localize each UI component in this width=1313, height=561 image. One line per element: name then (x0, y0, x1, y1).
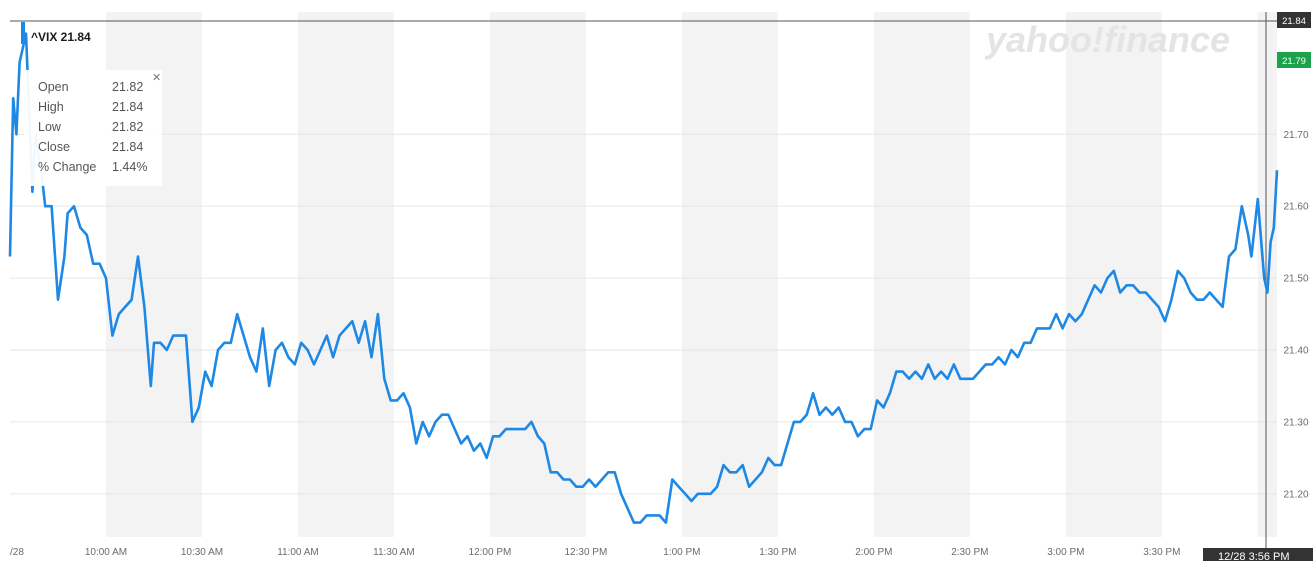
x-axis-tick-labels: 10:00 AM 10:30 AM 11:00 AM 11:30 AM 12:00 PM… (85, 547, 1181, 558)
start-marker (21, 22, 25, 44)
current-price-badge-label: 21.79 (1282, 56, 1306, 67)
tooltip-label: High (38, 100, 64, 114)
crosshair-time-label: 12/28 3:56 PM (1218, 551, 1290, 561)
x-tick-label: 11:00 AM (277, 547, 319, 558)
tooltip-label: Low (38, 120, 61, 134)
current-price-badge-background (1277, 52, 1311, 68)
current-price-badge: 21.79 (1277, 52, 1311, 68)
x-tick-label: 3:30 PM (1143, 547, 1180, 558)
ohlc-tooltip: ✕ Open 21.82 High 21.84 Low 21.82 Close 21.84 % … (24, 70, 162, 186)
x-tick-label: 3:00 PM (1047, 547, 1084, 558)
x-tick-label: 1:30 PM (759, 547, 796, 558)
tooltip-row: Open 21.82 (38, 80, 168, 98)
price-badge-background (1277, 12, 1311, 28)
tooltip-value: 21.84 (112, 140, 144, 154)
chart-title: ^VIX 21.84 (31, 30, 91, 44)
price-badge-label: 21.84 (1282, 16, 1306, 27)
x-tick-label: 11:30 AM (373, 547, 415, 558)
x-tick-label: 2:30 PM (951, 547, 988, 558)
x-tick-label: 2:00 PM (855, 547, 892, 558)
x-tick-label: 12:30 PM (565, 547, 608, 558)
horizontal-gridlines (10, 133, 1277, 495)
tooltip-value: 1.44% (112, 160, 148, 174)
y-tick-label: 21.20 (1283, 489, 1308, 500)
crosshair-time-badge: 12/28 3:56 PM (1203, 548, 1313, 561)
time-band (873, 12, 970, 537)
tooltip-value: 21.82 (112, 80, 144, 94)
crosshair-time-background (1203, 548, 1313, 561)
y-tick-label: 21.50 (1283, 274, 1308, 285)
tooltip-label: Close (38, 140, 70, 154)
tooltip-row: % Change 1.44% (38, 160, 168, 178)
tooltip-close-icon[interactable]: ✕ (152, 72, 162, 84)
tooltip-row: Low 21.82 (38, 120, 168, 138)
vix-price-line (8, 32, 1279, 524)
tooltip-label: Open (38, 80, 69, 94)
x-tick-label: 1:00 PM (663, 547, 700, 558)
time-bands (105, 12, 1277, 537)
tooltip-row: Close 21.84 (38, 140, 168, 158)
y-tick-label: 21.40 (1283, 346, 1308, 357)
x-tick-label: 10:00 AM (85, 547, 127, 558)
y-tick-label: 21.60 (1283, 202, 1308, 213)
time-band (297, 12, 394, 537)
time-band (489, 12, 586, 537)
time-band (681, 12, 778, 537)
tooltip-value: 21.82 (112, 120, 144, 134)
y-axis-tick-labels: 21.20 21.30 21.40 21.50 21.60 21.70 (1283, 130, 1308, 501)
yahoo-finance-watermark: yahoo!finance (984, 19, 1230, 60)
y-tick-label: 21.30 (1283, 417, 1308, 428)
x-axis-start-label: /28 (10, 547, 24, 558)
tooltip-value: 21.84 (112, 100, 144, 114)
x-tick-label: 12:00 PM (469, 547, 512, 558)
x-tick-label: 10:30 AM (181, 547, 223, 558)
tooltip-label: % Change (38, 160, 97, 174)
y-tick-label: 21.70 (1283, 130, 1308, 141)
price-badge: 21.84 (1277, 12, 1311, 28)
tooltip-row: High 21.84 (38, 100, 168, 118)
